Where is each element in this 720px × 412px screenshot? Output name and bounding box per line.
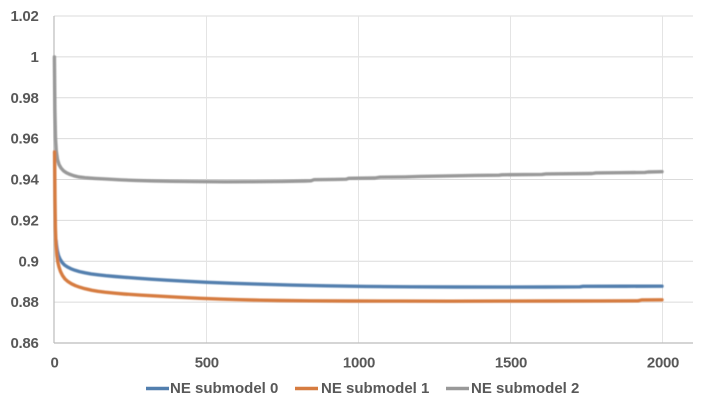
svg-text:NE submodel 1: NE submodel 1 xyxy=(321,380,429,397)
svg-text:0: 0 xyxy=(50,354,58,371)
svg-text:NE submodel 2: NE submodel 2 xyxy=(471,380,579,397)
svg-text:1500: 1500 xyxy=(495,354,527,371)
svg-text:0.86: 0.86 xyxy=(11,335,39,352)
svg-text:2000: 2000 xyxy=(647,354,679,371)
svg-text:0.88: 0.88 xyxy=(11,294,39,311)
svg-text:0.9: 0.9 xyxy=(19,253,39,270)
svg-text:0.94: 0.94 xyxy=(11,172,40,189)
svg-text:1000: 1000 xyxy=(343,354,375,371)
svg-text:1.02: 1.02 xyxy=(11,8,39,25)
svg-text:500: 500 xyxy=(195,354,219,371)
svg-text:0.96: 0.96 xyxy=(11,131,39,148)
svg-text:0.98: 0.98 xyxy=(11,90,39,107)
svg-text:0.92: 0.92 xyxy=(11,212,39,229)
svg-text:NE submodel 0: NE submodel 0 xyxy=(170,380,278,397)
svg-text:1: 1 xyxy=(30,49,38,66)
